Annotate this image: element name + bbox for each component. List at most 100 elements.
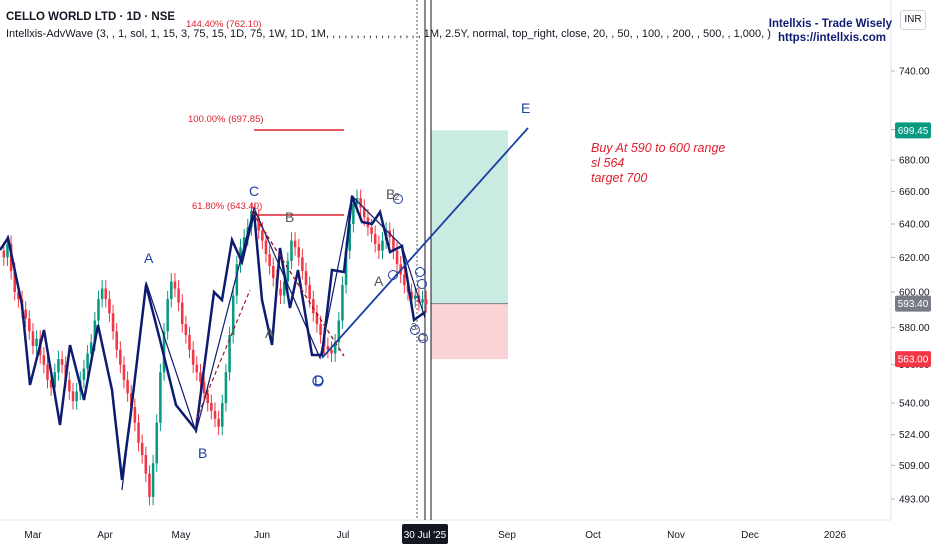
candlestick-series: [2, 189, 428, 506]
wave-label-e: E: [521, 100, 531, 116]
candle-body: [188, 335, 191, 350]
wave-marker-d: [312, 375, 324, 387]
x-tick-5: 30 Jul '25: [404, 530, 447, 541]
position-zones: [431, 130, 508, 360]
candle-body: [57, 359, 60, 373]
y-tick-3: 660.00: [899, 187, 930, 198]
target-zone[interactable]: [431, 130, 508, 304]
candle-body: [184, 324, 188, 336]
y-tick-11: 509.00: [899, 461, 930, 472]
candle-body: [217, 418, 220, 427]
candle-body: [224, 372, 228, 404]
candle-body: [304, 271, 308, 286]
candle-body: [6, 243, 9, 258]
x-tick-3: Jun: [254, 530, 270, 541]
wave-marker-4: [410, 325, 420, 335]
candle-body: [261, 230, 264, 241]
x-tick-10: 2026: [824, 530, 847, 541]
candle-body: [148, 473, 151, 497]
candle-body: [235, 264, 239, 296]
candle-body: [108, 299, 111, 314]
wave-lines: [0, 127, 529, 491]
chart-title[interactable]: CELLO WORLD LTD · 1D · NSE: [6, 11, 176, 23]
trade-note-target: target 700: [591, 171, 648, 185]
price-badges: 699.45 593.40 563.00: [895, 122, 931, 368]
wave-label-c2: C: [418, 333, 426, 344]
currency-button[interactable]: INR: [900, 10, 926, 30]
candle-body: [330, 349, 333, 354]
candle-body: [111, 313, 115, 332]
candle-body: [71, 391, 75, 402]
candle-body: [60, 359, 64, 365]
price-badge-0: [895, 122, 931, 139]
candle-body: [173, 281, 177, 289]
candle-body: [144, 455, 148, 474]
x-tick-9: Dec: [741, 530, 759, 541]
candle-body: [122, 364, 126, 380]
trade-note-sl: sl 564: [591, 156, 625, 170]
grid: [0, 0, 892, 521]
candle-body: [17, 292, 20, 300]
wave-marker-3: [417, 279, 427, 289]
wave-label-c1: C: [249, 183, 260, 199]
candle-body: [119, 349, 122, 365]
candle-body: [264, 240, 268, 255]
candle-body: [286, 260, 290, 282]
candle-body: [290, 240, 293, 261]
candle-body: [301, 257, 304, 272]
candle-body: [137, 422, 140, 443]
fib-label-100: 100.00% (697.85): [188, 114, 264, 125]
candle-body: [319, 324, 322, 336]
wave-label-a2: A: [265, 325, 275, 341]
candle-body: [344, 250, 348, 286]
candle-body: [53, 372, 57, 388]
candle-body: [166, 299, 169, 332]
brand-url[interactable]: https://intellxis.com: [778, 32, 886, 44]
candle-body: [333, 342, 337, 354]
wave-label-d: D: [314, 372, 325, 388]
candle-body: [89, 342, 93, 354]
wave-marker-1: [388, 270, 398, 280]
candle-body: [403, 274, 406, 286]
candle-body: [421, 299, 424, 303]
candle-body: [352, 204, 355, 224]
y-tick-7: 580.00: [899, 323, 930, 334]
x-tick-4: Jul: [337, 530, 350, 541]
candle-body: [115, 331, 118, 350]
x-tick-1: Apr: [97, 530, 113, 541]
fib-label-618: 61.80% (643.40): [192, 201, 263, 212]
x-tick-2: May: [172, 530, 191, 541]
candle-body: [46, 364, 49, 380]
stop-loss-zone[interactable]: [431, 303, 508, 360]
candle-body: [377, 243, 381, 251]
y-tick-9: 540.00: [899, 399, 930, 410]
candle-body: [86, 353, 89, 369]
candle-body: [395, 250, 399, 265]
candle-body: [315, 313, 319, 325]
candle-body: [279, 288, 282, 296]
candle-body: [337, 320, 341, 343]
candle-body: [308, 285, 311, 300]
candle-body: [221, 403, 224, 427]
price-badge-text-2: 563.00: [898, 355, 929, 366]
price-badge-1: [895, 295, 931, 312]
candle-body: [293, 240, 297, 248]
brand-name: Intellxis - Trade Wisely: [768, 18, 892, 30]
indicator-legend[interactable]: Intellxis-AdvWave (3, , 1, sol, 1, 15, 3…: [6, 28, 771, 40]
wave-marker-0: [393, 194, 403, 204]
candle-body: [31, 331, 35, 347]
candle-body: [195, 364, 199, 373]
candle-body: [24, 309, 27, 319]
candle-body: [180, 302, 184, 325]
x-tick-8: Nov: [667, 530, 685, 541]
x-cursor-badge: [402, 524, 448, 544]
candle-body: [170, 281, 173, 300]
candle-body: [370, 227, 373, 234]
candle-body: [75, 391, 78, 402]
candle-body: [35, 338, 38, 347]
wave-zigzag-thin: [121, 194, 426, 491]
x-tick-7: Oct: [585, 530, 601, 541]
candle-body: [82, 368, 86, 380]
candle-body: [155, 422, 159, 464]
